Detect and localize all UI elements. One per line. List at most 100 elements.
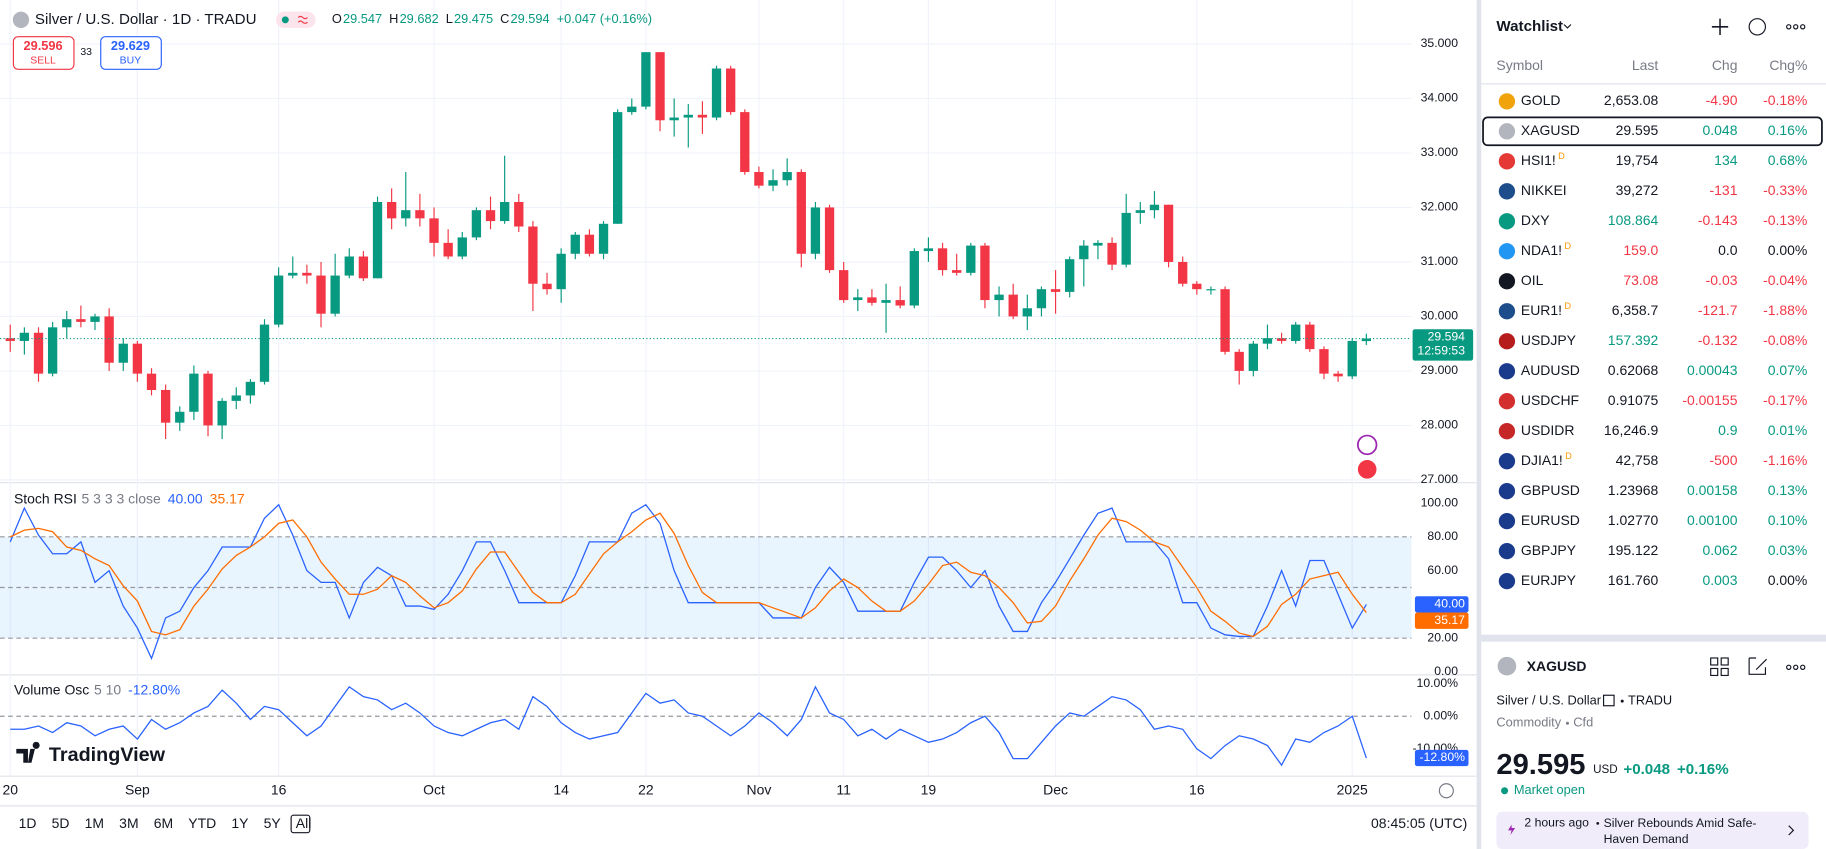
range-button[interactable]: All — [296, 815, 312, 831]
symbol[interactable]: NDA1! — [1521, 242, 1562, 258]
symbol[interactable]: EUR1! — [1521, 302, 1562, 318]
grid-icon[interactable] — [1720, 657, 1729, 666]
symbol-icon — [1497, 656, 1517, 676]
price-tag — [1412, 329, 1474, 361]
range-button[interactable]: 3M — [119, 815, 138, 831]
last: 6,358.7 — [1612, 302, 1659, 318]
candle-body — [881, 300, 891, 303]
more-icon[interactable] — [1786, 664, 1806, 670]
dot — [1800, 664, 1806, 670]
last: 2,653.08 — [1604, 92, 1659, 108]
buy-label: BUY — [120, 55, 142, 66]
grid-icon[interactable] — [1710, 657, 1719, 666]
symbol[interactable]: OIL — [1521, 272, 1544, 288]
series-line — [9, 512, 1367, 638]
candle-body — [1008, 294, 1018, 317]
chart-icon[interactable] — [1748, 18, 1767, 36]
grid-icon[interactable] — [1710, 667, 1719, 677]
status-pill[interactable] — [275, 11, 316, 28]
candle-body — [415, 210, 425, 219]
detail-currency: USD — [1593, 763, 1618, 776]
last: 1.02770 — [1608, 512, 1659, 528]
events-icon[interactable] — [1356, 434, 1378, 456]
symbol[interactable]: XAGUSD — [1521, 122, 1580, 138]
range-button[interactable]: 5Y — [264, 815, 282, 831]
settings-icon[interactable] — [1438, 783, 1454, 799]
x-tick-label: 19 — [921, 781, 937, 797]
buy-button[interactable] — [100, 36, 162, 70]
symbol[interactable]: EURJPY — [1521, 572, 1577, 588]
range-button[interactable]: 6M — [154, 815, 173, 831]
symbol[interactable]: HSI1! — [1521, 152, 1556, 168]
symbol[interactable]: DJIA1! — [1521, 452, 1563, 468]
candle-body — [1135, 210, 1145, 213]
selected-row[interactable] — [1482, 116, 1823, 147]
candle-body — [839, 270, 849, 301]
buy-price: 29.629 — [111, 38, 150, 53]
candle-body — [146, 373, 157, 390]
more-icon[interactable] — [1786, 24, 1806, 30]
sell-button[interactable] — [12, 36, 75, 70]
range-button[interactable]: YTD — [188, 815, 216, 831]
x-tick-label: 14 — [553, 781, 569, 797]
range-button[interactable]: 1M — [85, 815, 104, 831]
change: -500 — [1710, 452, 1738, 468]
range-button[interactable]: 1Y — [231, 815, 249, 831]
symbol[interactable]: USDJPY — [1521, 332, 1577, 348]
news-card[interactable] — [1496, 811, 1809, 849]
candle-body — [768, 180, 778, 186]
price-tag-label: 29.594 — [1428, 330, 1466, 344]
symbol[interactable]: GBPJPY — [1521, 542, 1577, 558]
range-button[interactable]: 5D — [52, 815, 70, 831]
change-pct: 0.00% — [1768, 572, 1808, 588]
add-icon[interactable] — [1711, 18, 1729, 35]
symbol[interactable]: NIKKEI — [1521, 182, 1567, 198]
symbol[interactable]: USDCHF — [1521, 392, 1579, 408]
candle-body — [1178, 261, 1188, 284]
candle-body — [994, 294, 1004, 301]
candle-body — [231, 395, 241, 401]
change: -0.132 — [1698, 332, 1738, 348]
symbol-icon — [1498, 153, 1516, 170]
edit-icon[interactable] — [1748, 657, 1768, 675]
series-line — [10, 685, 1367, 767]
y-tick-label: 10.00% — [1417, 676, 1459, 690]
symbol[interactable]: EURUSD — [1521, 512, 1580, 528]
dropdown-arrow[interactable] — [1563, 24, 1572, 29]
candle-body — [62, 319, 72, 328]
symbol-icon — [1498, 393, 1516, 410]
candle-body — [273, 275, 284, 325]
dot — [1786, 664, 1792, 670]
watchlist-title[interactable]: Watchlist — [1496, 18, 1563, 35]
detail-name: Silver / U.S. Dollar — [1496, 692, 1601, 707]
grid-icon[interactable] — [1720, 667, 1729, 677]
candle-body — [1149, 204, 1160, 211]
x-tick-label: 11 — [836, 781, 851, 797]
candle-body — [853, 297, 863, 301]
flag-icon[interactable] — [1357, 460, 1377, 479]
change: 0.062 — [1703, 542, 1738, 558]
separator — [1596, 821, 1600, 825]
external-icon[interactable] — [1602, 694, 1615, 707]
candle-body — [697, 114, 708, 118]
symbol[interactable]: USDIDR — [1521, 422, 1575, 438]
range-button[interactable]: 1D — [19, 815, 37, 831]
chevron[interactable] — [1788, 825, 1795, 836]
indicator-params: 5 3 3 3 close — [82, 490, 161, 506]
last: 1.23968 — [1608, 482, 1659, 498]
symbol-icon — [1498, 483, 1516, 500]
status-icon — [297, 15, 308, 24]
symbol[interactable]: GOLD — [1521, 92, 1561, 108]
panel-divider — [1476, 0, 1482, 849]
symbol[interactable]: AUDUSD — [1521, 362, 1580, 378]
detail-category: Commodity — [1496, 715, 1561, 730]
calendar-icon[interactable] — [290, 814, 311, 834]
symbol-icon — [1498, 423, 1516, 440]
symbol[interactable]: DXY — [1521, 212, 1550, 228]
candle-body — [1050, 289, 1061, 292]
symbol-icon — [1498, 213, 1516, 230]
y-tick-label: 27.000 — [1421, 472, 1459, 486]
y-tick-label: 31.000 — [1421, 254, 1459, 268]
candle-body — [386, 202, 397, 219]
symbol[interactable]: GBPUSD — [1521, 482, 1580, 498]
